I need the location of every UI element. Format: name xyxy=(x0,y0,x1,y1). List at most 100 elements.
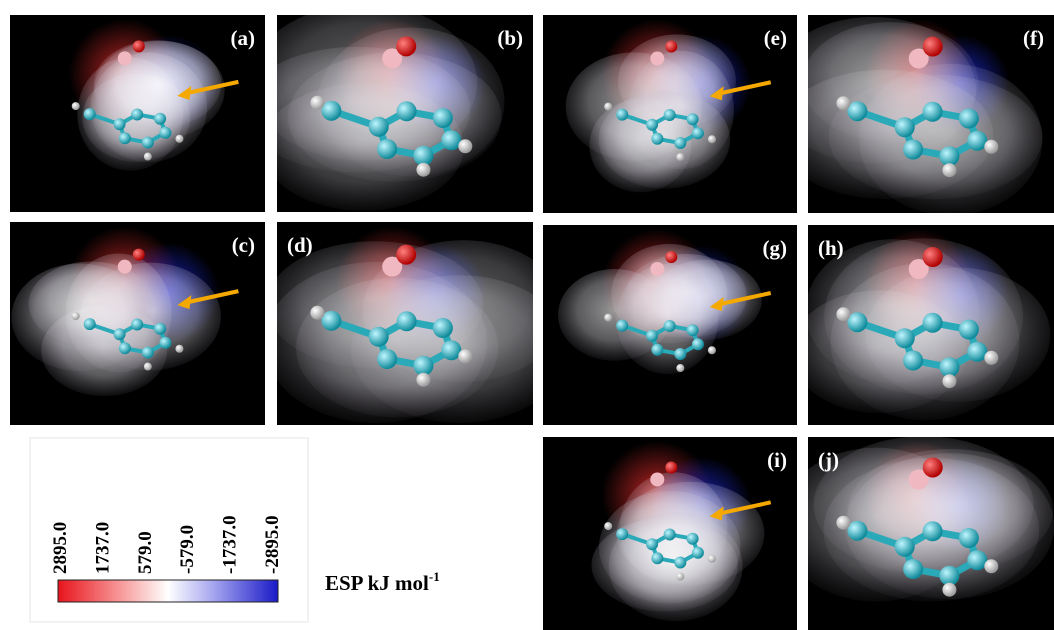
carbon-atom xyxy=(959,320,979,340)
carbon-atom xyxy=(895,537,915,557)
carbon-atom xyxy=(687,533,699,545)
carbon-atom xyxy=(967,550,987,570)
colorbar xyxy=(58,580,278,602)
colorbar-tick-label: -579.0 xyxy=(177,525,198,574)
carbon-atom xyxy=(159,337,171,349)
panel-label: (d) xyxy=(287,233,313,257)
carbon-atom xyxy=(321,101,341,121)
carbon-atom xyxy=(664,528,676,540)
carbon-atom xyxy=(967,131,987,151)
carbon-atom xyxy=(369,117,389,137)
carbon-atom xyxy=(131,318,143,330)
panel-label: (b) xyxy=(497,26,523,50)
carbon-atom xyxy=(903,350,923,370)
carbon-atom xyxy=(651,344,663,356)
panel-label: (f) xyxy=(1023,26,1044,50)
hydrogen-atom xyxy=(175,135,183,143)
hydrogen-atom xyxy=(942,374,956,388)
panel: (j) xyxy=(778,436,1054,630)
panel-label: (i) xyxy=(767,448,787,472)
carbon-atom xyxy=(959,109,979,129)
esp-surface xyxy=(609,512,743,621)
oxygen-atom xyxy=(923,247,943,267)
colorbar-tick-label: 1737.0 xyxy=(92,522,113,574)
hydrogen-atom xyxy=(942,163,956,177)
hydrogen-atom xyxy=(836,516,850,530)
carbon-atom xyxy=(687,324,699,336)
carbon-atom xyxy=(923,102,943,122)
carbon-atom xyxy=(664,320,676,332)
oxygen-atom xyxy=(665,41,677,53)
hydrogen-atom xyxy=(310,96,324,110)
carbon-atom xyxy=(159,127,171,139)
boron-atom xyxy=(650,52,664,66)
carbon-atom xyxy=(154,113,166,125)
panel: (b) xyxy=(242,4,533,212)
esp-surface xyxy=(11,264,148,371)
hydrogen-atom xyxy=(984,351,998,365)
hydrogen-atom xyxy=(144,153,152,161)
oxygen-atom xyxy=(923,37,943,57)
carbon-atom xyxy=(646,119,658,131)
carbon-atom xyxy=(377,349,397,369)
carbon-atom xyxy=(923,313,943,333)
carbon-atom xyxy=(433,318,453,338)
carbon-atom xyxy=(114,328,126,340)
panel-label: (g) xyxy=(763,236,788,260)
carbon-atom xyxy=(967,342,987,362)
panel: (a) xyxy=(10,15,265,212)
carbon-atom xyxy=(959,528,979,548)
hydrogen-atom xyxy=(708,135,716,143)
hydrogen-atom xyxy=(984,140,998,154)
carbon-atom xyxy=(923,521,943,541)
carbon-atom xyxy=(674,557,686,569)
hydrogen-atom xyxy=(458,349,472,363)
oxygen-atom xyxy=(923,457,943,477)
carbon-atom xyxy=(646,538,658,550)
carbon-atom xyxy=(903,559,923,579)
boron-atom xyxy=(118,260,132,274)
oxygen-atom xyxy=(396,36,416,56)
panel: (g) xyxy=(543,225,797,425)
carbon-atom xyxy=(433,108,453,128)
carbon-atom xyxy=(651,133,663,145)
hydrogen-atom xyxy=(984,559,998,573)
carbon-atom xyxy=(895,328,915,348)
figure: ESP kJ mol-1 (a)(b)(c)(d)(e)(f)(g)(h)(i)… xyxy=(0,0,1054,630)
carbon-atom xyxy=(651,552,663,564)
hydrogen-atom xyxy=(676,364,684,372)
hydrogen-atom xyxy=(458,139,472,153)
hydrogen-atom xyxy=(72,312,80,320)
hydrogen-atom xyxy=(604,103,612,111)
carbon-atom xyxy=(616,320,628,332)
carbon-atom xyxy=(441,130,461,150)
hydrogen-atom xyxy=(144,363,152,371)
carbon-atom xyxy=(847,312,867,332)
esp-surface xyxy=(829,75,1043,200)
hydrogen-atom xyxy=(72,102,80,110)
esp-surface xyxy=(616,264,718,374)
hydrogen-atom xyxy=(676,573,684,581)
colorbar-label: ESP kJ mol-1 xyxy=(325,569,440,595)
panel: (f) xyxy=(769,15,1054,215)
boron-atom xyxy=(118,51,132,65)
carbon-atom xyxy=(692,547,704,559)
panel-label: (h) xyxy=(818,236,844,260)
panel: (d) xyxy=(264,222,568,425)
hydrogen-atom xyxy=(676,153,684,161)
panel: (e) xyxy=(543,15,797,213)
carbon-atom xyxy=(441,340,461,360)
carbon-atom xyxy=(84,318,96,330)
oxygen-atom xyxy=(396,245,416,265)
carbon-atom xyxy=(847,101,867,121)
boron-atom xyxy=(650,262,664,276)
hydrogen-atom xyxy=(175,345,183,353)
colorbar-tick-label: -1737.0 xyxy=(220,515,241,574)
panel: (i) xyxy=(543,437,797,630)
panel-label: (a) xyxy=(231,26,256,50)
hydrogen-atom xyxy=(942,583,956,597)
carbon-atom xyxy=(692,127,704,139)
carbon-atom xyxy=(142,137,154,149)
colorbar-tick-label: 2895.0 xyxy=(50,522,71,574)
hydrogen-atom xyxy=(604,314,612,322)
